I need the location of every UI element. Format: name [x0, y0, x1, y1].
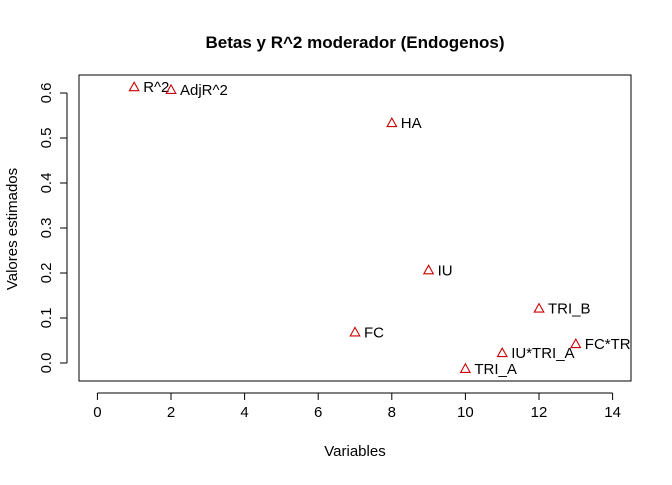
y-tick-label: 0.2 — [38, 263, 55, 284]
data-point-marker — [533, 302, 545, 313]
y-axis-label: Valores estimados — [4, 168, 21, 290]
x-tick-label: 12 — [531, 404, 548, 421]
chart-title: Betas y R^2 moderador (Endogenos) — [206, 33, 505, 52]
data-point-marker — [128, 81, 140, 92]
x-tick-label: 2 — [167, 404, 175, 421]
x-tick-label: 4 — [240, 404, 248, 421]
plot-frame — [78, 74, 632, 382]
data-point-label: FC*TRI — [585, 336, 635, 353]
y-tick-label: 0.4 — [38, 173, 55, 194]
y-tick-label: 0.0 — [38, 353, 55, 374]
y-axis: 0.0 0.1 0.2 0.3 0.4 0.5 0.6 — [38, 83, 68, 374]
data-point-marker — [570, 337, 582, 349]
data-point-label: HA — [401, 115, 422, 132]
x-tick-label: 8 — [388, 404, 396, 421]
data-point-label: FC — [364, 324, 384, 341]
y-tick-label: 0.3 — [38, 218, 55, 239]
y-tick-label: 0.5 — [38, 128, 55, 149]
data-point-marker — [165, 83, 177, 94]
x-tick-label: 6 — [314, 404, 322, 421]
data-point-label: IU — [438, 262, 453, 279]
x-tick-label: 0 — [93, 404, 101, 421]
x-tick-label: 14 — [604, 404, 621, 421]
data-point-marker — [459, 362, 472, 373]
data-point-label: AdjR^2 — [180, 82, 228, 99]
data-point-label: R^2 — [143, 79, 169, 96]
data-point-label: TRI_B — [548, 301, 591, 318]
x-tick-label: 10 — [457, 404, 474, 421]
data-point-marker — [422, 264, 435, 275]
data-point-marker — [349, 326, 361, 337]
x-axis-label: Variables — [324, 443, 385, 460]
data-point-label: TRI_A — [474, 361, 517, 378]
y-tick-label: 0.6 — [38, 83, 55, 104]
data-point-label: IU*TRI_A — [511, 345, 574, 362]
data-point-marker — [386, 116, 398, 128]
y-tick-label: 0.1 — [38, 308, 55, 329]
x-axis: 0 2 4 6 8 10 12 14 — [93, 392, 621, 421]
data-point-marker — [496, 346, 508, 358]
